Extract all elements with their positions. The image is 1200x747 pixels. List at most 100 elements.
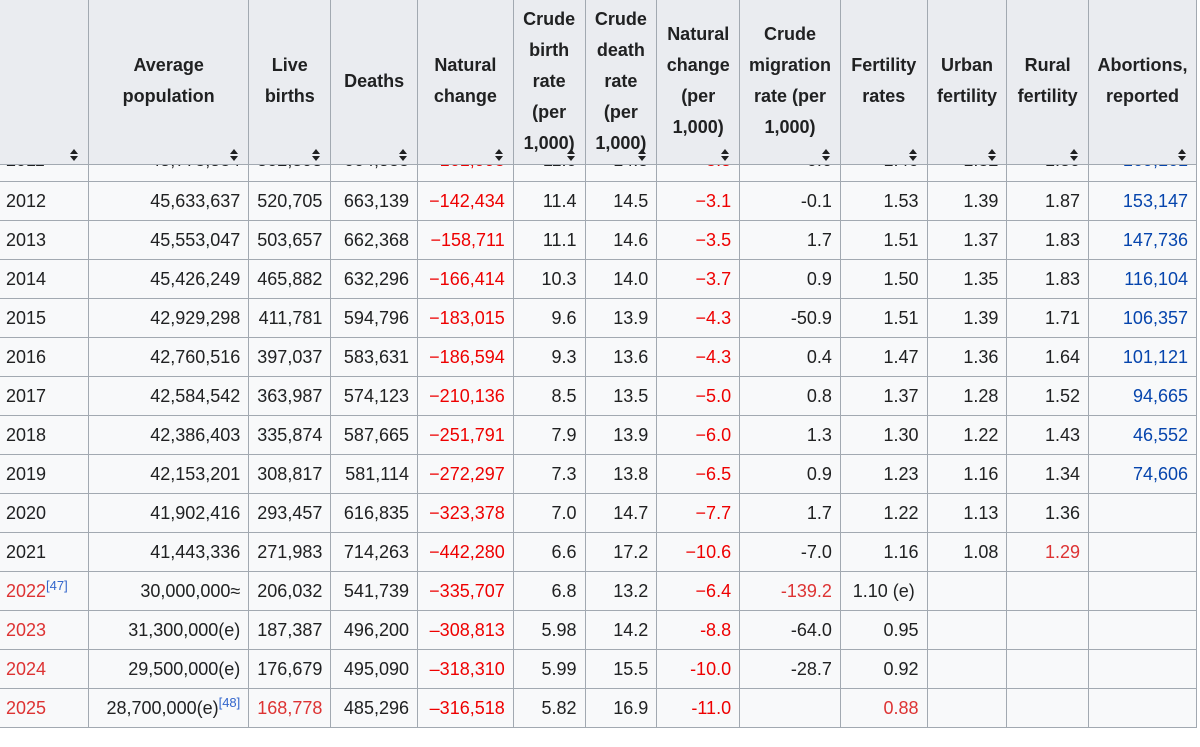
rural-fertility-cell: 1.29: [1006, 532, 1089, 572]
crude-death-rate-cell: 14.2: [584, 610, 658, 650]
natural-change-cell: −323,378: [417, 493, 514, 533]
urban-fertility-cell: [926, 688, 1008, 728]
natural-change-rate-cell: −4.3: [656, 337, 741, 377]
deaths-cell: 632,296: [330, 259, 418, 299]
column-header-label: Live births: [264, 55, 315, 106]
deaths-cell: 495,090: [330, 649, 418, 689]
natural-change-rate-cell: -8.8: [656, 610, 741, 650]
column-header-deaths[interactable]: Deaths: [330, 0, 418, 165]
migration-rate-cell: 0.9: [739, 259, 841, 299]
column-header-crude-death-rate[interactable]: Crude death rate (per 1,000): [584, 0, 658, 165]
natural-change-cell: −251,791: [417, 415, 514, 455]
table-cell: −161,993: [417, 164, 514, 182]
column-header-natural-change-rate[interactable]: Natural change (per 1,000): [656, 0, 741, 165]
fertility-rate-cell: 1.53: [839, 181, 928, 221]
table-cell: 11.0: [512, 164, 586, 182]
sort-arrows-icon[interactable]: [638, 149, 647, 161]
urban-fertility-cell: 1.39: [926, 181, 1008, 221]
sort-arrows-icon[interactable]: [821, 149, 830, 161]
table-cell: 1.80: [1006, 164, 1089, 182]
migration-rate-cell: -139.2: [739, 571, 841, 611]
urban-fertility-cell: 1.13: [926, 493, 1008, 533]
natural-change-rate-cell: −6.4: [656, 571, 741, 611]
column-header-average-population[interactable]: Average population: [88, 0, 250, 165]
column-header-label: Abortions, reported: [1097, 55, 1188, 106]
natural-change-cell: −183,015: [417, 298, 514, 338]
migration-rate-cell: -28.7: [739, 649, 841, 689]
column-header-crude-birth-rate[interactable]: Crude birth rate (per 1,000): [512, 0, 586, 165]
migration-rate-cell: -50.9: [739, 298, 841, 338]
abortions-cell: [1088, 610, 1197, 650]
sort-arrows-icon[interactable]: [988, 149, 997, 161]
natural-change-rate-cell: -11.0: [656, 688, 741, 728]
sort-arrows-icon[interactable]: [908, 149, 917, 161]
year-cell: 2015: [0, 298, 90, 338]
live-births-cell: 293,457: [248, 493, 332, 533]
table-cell: 664,588: [330, 164, 418, 182]
column-header-crude-migration-rate[interactable]: Crude migration rate (per 1,000): [739, 0, 841, 165]
column-header-year[interactable]: [0, 0, 90, 165]
column-header-natural-change[interactable]: Natural change: [417, 0, 514, 165]
sort-arrows-icon[interactable]: [1070, 149, 1078, 161]
urban-fertility-cell: [926, 571, 1008, 611]
column-header-label: Deaths: [344, 70, 405, 91]
crude-birth-rate-cell: 10.3: [512, 259, 586, 299]
deaths-cell: 496,200: [330, 610, 418, 650]
sort-arrows-icon[interactable]: [399, 149, 407, 161]
table-row: 2014 45,426,249 465,882 632,296 −166,414 10.3…: [0, 259, 1197, 299]
sort-arrows-icon[interactable]: [721, 149, 730, 161]
column-header-live-births[interactable]: Live births: [248, 0, 332, 165]
crude-birth-rate-cell: 7.3: [512, 454, 586, 494]
migration-rate-cell: 1.7: [739, 493, 841, 533]
population-cell: 28,700,000(e)[48]: [88, 688, 250, 728]
abortions-cell: 74,606: [1088, 454, 1197, 494]
demographics-table: Average population Live births Deaths Natur…: [0, 0, 1197, 728]
year-cell: 2020: [0, 493, 90, 533]
sort-arrows-icon[interactable]: [312, 149, 321, 161]
column-header-label: Crude birth rate (per 1,000): [523, 8, 576, 153]
sort-arrows-icon[interactable]: [494, 149, 503, 161]
column-header-label: Natural change (per 1,000): [666, 24, 730, 137]
crude-birth-rate-cell: 11.4: [512, 181, 586, 221]
reference-link[interactable]: [47]: [46, 577, 68, 593]
year-cell: 2023: [0, 610, 90, 650]
reference-link[interactable]: [48]: [218, 694, 241, 710]
table-row: 2019 42,153,201 308,817 581,114 −272,297 7.3 1…: [0, 454, 1197, 494]
natural-change-cell: −166,414: [417, 259, 514, 299]
abortions-cell: 106,357: [1088, 298, 1197, 338]
migration-rate-cell: -7.0: [739, 532, 841, 572]
deaths-cell: 616,835: [330, 493, 418, 533]
rural-fertility-cell: [1006, 571, 1089, 611]
sort-arrows-icon[interactable]: [70, 149, 79, 161]
abortions-cell: [1088, 532, 1197, 572]
natural-change-cell: –308,813: [417, 610, 514, 650]
natural-change-cell: −335,707: [417, 571, 514, 611]
natural-change-rate-cell: −3.5: [656, 220, 741, 260]
crude-birth-rate-cell: 11.1: [512, 220, 586, 260]
sort-arrows-icon[interactable]: [1178, 149, 1186, 161]
column-header-fertility-rates[interactable]: Fertility rates: [839, 0, 928, 165]
abortions-cell: [1088, 493, 1197, 533]
crude-birth-rate-cell: 8.5: [512, 376, 586, 416]
crude-death-rate-cell: 17.2: [584, 532, 658, 572]
sort-arrows-icon[interactable]: [566, 149, 575, 161]
live-births-cell: 168,778: [248, 688, 332, 728]
live-births-cell: 411,781: [248, 298, 332, 338]
column-header-label: Urban fertility: [936, 55, 997, 106]
migration-rate-cell: -0.1: [739, 181, 841, 221]
column-header-abortions-reported[interactable]: Abortions, reported: [1088, 0, 1197, 165]
column-header-rural-fertility[interactable]: Rural fertility: [1006, 0, 1089, 165]
sort-arrows-icon[interactable]: [230, 149, 239, 161]
year-cell: 2016: [0, 337, 90, 377]
crude-death-rate-cell: 13.5: [584, 376, 658, 416]
table-cell: 1.46: [839, 164, 928, 182]
natural-change-cell: −158,711: [417, 220, 514, 260]
table-cell: 502,595: [248, 164, 332, 182]
rural-fertility-cell: 1.36: [1006, 493, 1089, 533]
deaths-cell: 485,296: [330, 688, 418, 728]
migration-rate-cell: 1.7: [739, 220, 841, 260]
year-cell: 2013: [0, 220, 90, 260]
column-header-urban-fertility[interactable]: Urban fertility: [926, 0, 1008, 165]
live-births-cell: 271,983: [248, 532, 332, 572]
